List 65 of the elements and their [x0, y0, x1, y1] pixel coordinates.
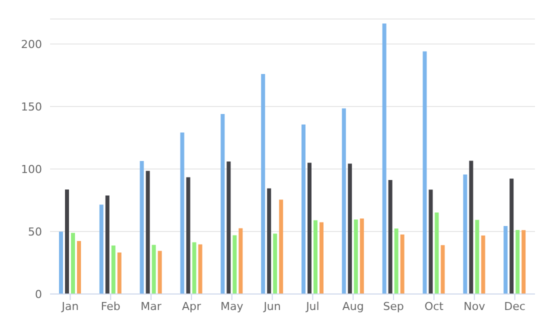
bar	[226, 162, 231, 294]
bar	[146, 170, 150, 294]
x-tick-label: Aug	[342, 300, 364, 313]
bar	[152, 244, 156, 294]
bar	[469, 160, 474, 294]
bar	[360, 218, 364, 294]
bar	[428, 190, 433, 294]
bar	[238, 228, 243, 294]
bar	[232, 235, 237, 294]
bar	[192, 242, 196, 294]
bar	[140, 161, 144, 294]
bar	[400, 234, 404, 294]
bar	[261, 74, 266, 294]
bar	[273, 234, 278, 294]
x-tick-label: Sep	[383, 300, 404, 313]
x-tick-label: Nov	[464, 300, 486, 313]
x-tick-label: Oct	[424, 300, 444, 313]
x-tick-label: Jul	[305, 300, 320, 313]
bar	[481, 236, 486, 294]
bar	[198, 244, 202, 294]
bar	[111, 246, 116, 294]
bar	[522, 230, 526, 294]
x-tick-label: Jun	[262, 300, 281, 313]
bar	[504, 226, 508, 294]
bar	[71, 232, 75, 294]
bar	[105, 196, 110, 294]
bar	[220, 114, 225, 294]
bar	[158, 250, 162, 294]
y-tick-label: 100	[21, 162, 42, 176]
bar	[117, 252, 122, 294]
bar	[99, 204, 104, 294]
y-tick-label: 0	[35, 288, 42, 301]
bar	[279, 200, 284, 294]
x-tick-label: Mar	[140, 300, 162, 313]
bar	[422, 51, 427, 294]
bar	[308, 162, 312, 294]
x-tick-label: May	[220, 300, 244, 313]
x-tick-label: Apr	[182, 300, 202, 313]
bar	[314, 220, 318, 294]
bar	[440, 245, 445, 294]
bar	[434, 212, 439, 294]
bar	[186, 177, 190, 294]
bar	[348, 164, 352, 294]
bar	[59, 232, 63, 294]
bar	[180, 132, 184, 294]
bar	[382, 24, 386, 294]
bar	[302, 124, 306, 294]
x-tick-label: Dec	[504, 300, 526, 313]
bar	[394, 228, 398, 294]
y-tick-label: 150	[21, 100, 42, 114]
x-tick-label: Feb	[100, 300, 120, 313]
bar	[354, 220, 358, 294]
bar	[77, 241, 81, 294]
bar	[267, 188, 272, 294]
bar	[65, 190, 69, 294]
bar	[463, 174, 468, 294]
bar	[320, 222, 324, 294]
bar	[510, 178, 514, 294]
bar	[342, 108, 346, 294]
bar	[516, 230, 520, 294]
y-tick-label: 50	[28, 225, 42, 238]
bar	[475, 220, 480, 294]
y-tick-label: 200	[21, 38, 42, 51]
x-tick-label: Jan	[60, 300, 79, 313]
bar	[388, 180, 392, 294]
